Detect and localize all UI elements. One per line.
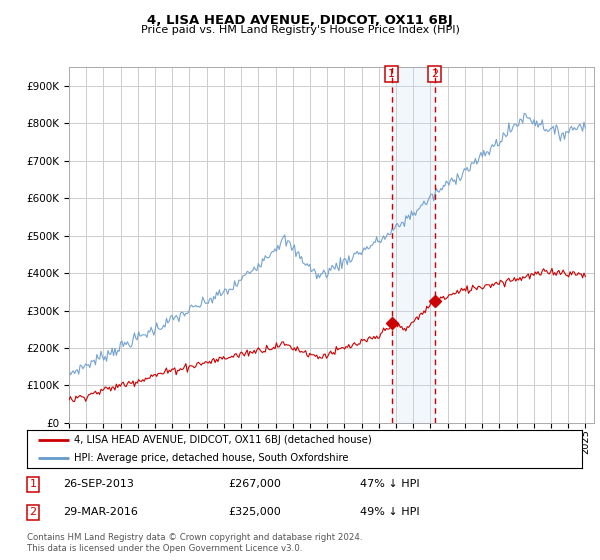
Text: 1: 1 <box>388 69 395 79</box>
Text: 49% ↓ HPI: 49% ↓ HPI <box>360 507 419 517</box>
Text: £325,000: £325,000 <box>228 507 281 517</box>
Text: HPI: Average price, detached house, South Oxfordshire: HPI: Average price, detached house, Sout… <box>74 452 349 463</box>
Text: 1: 1 <box>29 479 37 489</box>
Text: 47% ↓ HPI: 47% ↓ HPI <box>360 479 419 489</box>
Text: 2: 2 <box>29 507 37 517</box>
Text: 2: 2 <box>431 69 439 79</box>
Text: 4, LISA HEAD AVENUE, DIDCOT, OX11 6BJ (detached house): 4, LISA HEAD AVENUE, DIDCOT, OX11 6BJ (d… <box>74 435 372 445</box>
Text: Contains HM Land Registry data © Crown copyright and database right 2024.
This d: Contains HM Land Registry data © Crown c… <box>27 533 362 553</box>
Text: £267,000: £267,000 <box>228 479 281 489</box>
Bar <box>392 67 435 423</box>
Text: 26-SEP-2013: 26-SEP-2013 <box>63 479 134 489</box>
Text: Price paid vs. HM Land Registry's House Price Index (HPI): Price paid vs. HM Land Registry's House … <box>140 25 460 35</box>
Text: 4, LISA HEAD AVENUE, DIDCOT, OX11 6BJ: 4, LISA HEAD AVENUE, DIDCOT, OX11 6BJ <box>147 14 453 27</box>
Text: 29-MAR-2016: 29-MAR-2016 <box>63 507 138 517</box>
